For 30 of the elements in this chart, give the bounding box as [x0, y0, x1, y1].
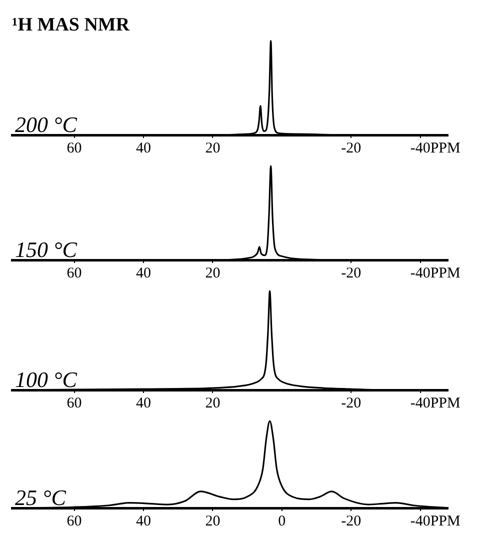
x-tick-label: 60 — [66, 395, 82, 412]
x-tick-label: 0 — [278, 513, 286, 530]
annotation: 200 °C — [15, 112, 78, 137]
x-tick-label: -20 — [341, 140, 362, 156]
x-tick-label: 40 — [136, 140, 151, 156]
annotation: 150 °C — [15, 237, 78, 262]
x-tick-label: 20 — [205, 395, 220, 412]
x-tick-label: 40 — [136, 265, 151, 282]
x-tick-label: -40 — [410, 265, 430, 282]
x-axis-title: PPM — [430, 265, 460, 282]
x-tick-label: 20 — [205, 265, 220, 282]
annotation: 100 °C — [15, 367, 78, 392]
x-axis-title: PPM — [430, 395, 460, 412]
x-tick-label: -20 — [341, 513, 362, 530]
x-tick-label: -40 — [410, 140, 430, 156]
x-tick-label: 20 — [205, 513, 220, 530]
x-tick-label: 20 — [205, 140, 220, 156]
x-tick-label: -20 — [341, 395, 362, 412]
x-tick-label: 60 — [66, 513, 82, 530]
x-tick-label: 60 — [66, 140, 82, 156]
x-tick-label: -20 — [341, 265, 362, 282]
x-tick-label: 60 — [66, 265, 82, 282]
x-tick-label: -40 — [410, 513, 430, 530]
x-tick-label: 40 — [136, 513, 151, 530]
chart-title: ¹H MAS NMR — [12, 14, 130, 36]
x-tick-label: -40 — [410, 395, 430, 412]
annotation: 25 °C — [15, 485, 66, 510]
x-axis-title: PPM — [430, 140, 460, 156]
x-axis-title: PPM — [430, 513, 460, 530]
x-tick-label: 40 — [136, 395, 151, 412]
